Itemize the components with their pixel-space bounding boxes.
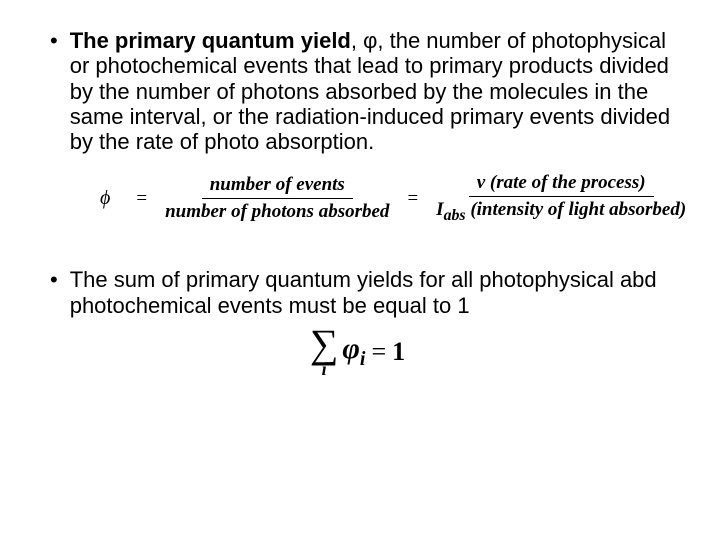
bold-lead: The primary quantum yield xyxy=(70,28,351,53)
equation-row: ϕ = number of events number of photons a… xyxy=(100,172,675,225)
frac1-denominator: number of photons absorbed xyxy=(157,199,397,223)
bullet-marker: • xyxy=(50,28,58,53)
equals-sign-1: = xyxy=(136,188,147,210)
equals-sign-3: = xyxy=(371,337,386,367)
phi-i: φi xyxy=(342,332,365,371)
frac2-denominator: Iabs (intensity of light absorbed) xyxy=(428,197,694,225)
value-one: 1 xyxy=(392,337,405,367)
equals-sign-2: = xyxy=(407,188,418,210)
fraction-1: number of events number of photons absor… xyxy=(157,174,397,223)
bullet-marker: • xyxy=(50,267,58,292)
bullet-item-1: • The primary quantum yield, φ, the numb… xyxy=(40,28,675,154)
bullet-text-1: The primary quantum yield, φ, the number… xyxy=(70,28,675,154)
equation-sum: ∑ i φi = 1 xyxy=(40,326,675,378)
fraction-2: ν (rate of the process) Iabs (intensity … xyxy=(428,172,694,225)
phi-symbol: ϕ xyxy=(100,187,110,210)
equation-quantum-yield: ϕ = number of events number of photons a… xyxy=(100,172,675,225)
sigma-subscript: i xyxy=(322,360,327,378)
sigma-wrap: ∑ i xyxy=(310,326,339,378)
bullet-text-2: The sum of primary quantum yields for al… xyxy=(70,267,675,318)
sigma-symbol: ∑ xyxy=(310,326,339,362)
sum-block: ∑ i φi = 1 xyxy=(310,326,405,378)
frac1-numerator: number of events xyxy=(202,174,353,199)
bullet-item-2: • The sum of primary quantum yields for … xyxy=(40,267,675,318)
frac2-numerator: ν (rate of the process) xyxy=(469,172,654,197)
